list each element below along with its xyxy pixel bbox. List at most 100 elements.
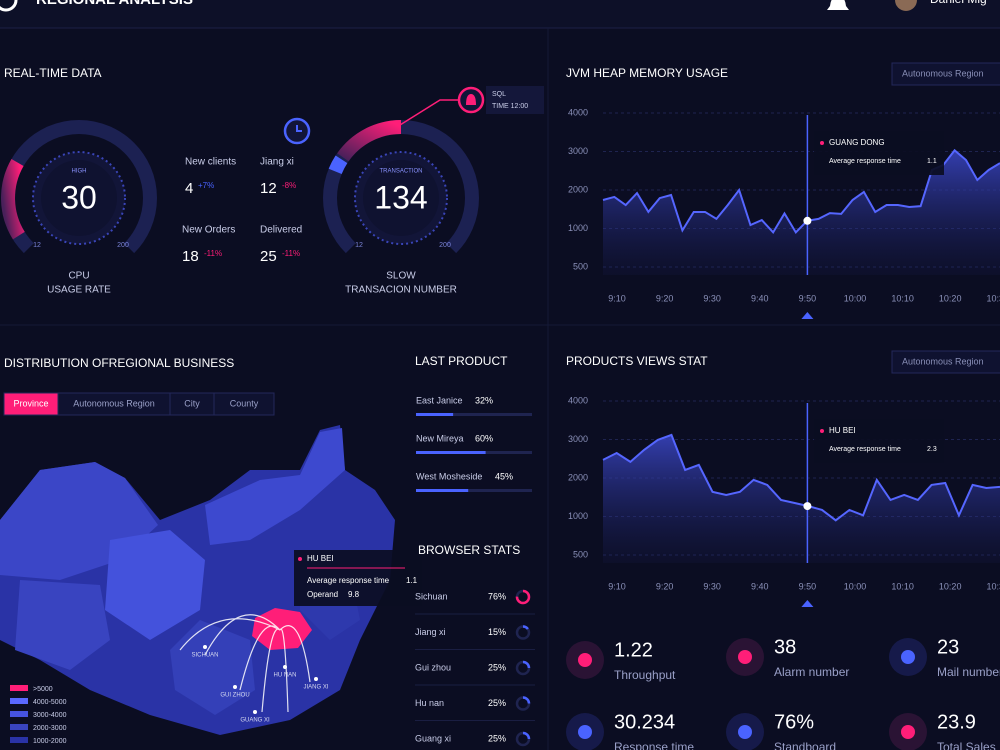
- gauge-sublabel: TRANSACION NUMBER: [345, 285, 457, 296]
- tooltip-label: Average response time: [307, 576, 390, 585]
- tab-label: County: [230, 398, 259, 408]
- tab-label: Province: [13, 398, 48, 408]
- gauge-sublabel: USAGE RATE: [47, 285, 111, 296]
- app-title: REGIONAL ANALYSIS: [36, 0, 193, 8]
- filter-dropdown[interactable]: [891, 62, 1000, 86]
- gauge-level: HIGH: [72, 169, 87, 175]
- legend-swatch: [10, 698, 28, 704]
- alert-line: [399, 99, 459, 126]
- product-name: East Janice: [416, 395, 463, 405]
- browser-name: Hu nan: [415, 698, 444, 708]
- stat-icon-glyph: [578, 653, 592, 667]
- x-tick-label: 9:50: [799, 293, 817, 303]
- alert-name: SQL: [492, 91, 506, 98]
- clock-hands: [296, 125, 302, 132]
- stat-label: Total Sales: [937, 740, 996, 750]
- tooltip-value: 2.3: [927, 446, 937, 453]
- gauge-highlight: [337, 120, 402, 162]
- x-tick-label: 9:30: [703, 581, 721, 591]
- gauge-accent: [328, 155, 348, 175]
- city-label: GUI ZHOU: [220, 693, 249, 699]
- stat-label: Alarm number: [774, 665, 849, 679]
- legend-label: 3000-4000: [33, 712, 67, 719]
- legend-swatch: [10, 724, 28, 730]
- city-dot: [233, 685, 237, 689]
- browser-value: 25%: [488, 662, 506, 672]
- section-title: LAST PRODUCT: [415, 354, 508, 368]
- stat-value: 4: [185, 180, 193, 197]
- filter-label: Autonomous Region: [902, 356, 984, 366]
- gauge-value: 30: [61, 179, 97, 215]
- tooltip-label: Average response time: [829, 158, 901, 165]
- stat-change: +7%: [198, 181, 214, 190]
- stat-value: 12: [260, 180, 277, 197]
- avatar[interactable]: [895, 0, 917, 11]
- gauge-value: 134: [374, 179, 427, 215]
- product-name: West Mosheside: [416, 471, 482, 481]
- tooltip: [814, 131, 944, 175]
- tooltip-label: Average response time: [829, 446, 901, 453]
- browser-value: 25%: [488, 698, 506, 708]
- line-area: [603, 150, 1000, 275]
- section-title: REAL-TIME DATA: [4, 66, 102, 80]
- line-series: [602, 433, 1000, 522]
- x-tick-label: 9:10: [608, 581, 626, 591]
- cursor-pointer: [801, 600, 814, 607]
- ring-value: [522, 625, 529, 630]
- x-tick-label: 10:10: [891, 581, 914, 591]
- y-tick-label: 1000: [568, 511, 588, 521]
- y-tick-label: 2000: [568, 472, 588, 482]
- product-value: 32%: [475, 395, 493, 405]
- x-tick-label: 9:40: [751, 581, 769, 591]
- map-region[interactable]: [105, 530, 205, 640]
- gauge-max: 200: [439, 242, 451, 249]
- logo: [0, 0, 18, 12]
- x-tick-label: 10:20: [939, 293, 962, 303]
- filter-label: Autonomous Region: [902, 68, 984, 78]
- stat-value: 18: [182, 248, 199, 265]
- legend-label: 2000-3000: [33, 725, 67, 732]
- bell-icon[interactable]: [827, 0, 849, 10]
- product-value: 45%: [495, 471, 513, 481]
- cursor-dot: [803, 216, 812, 225]
- stat-change: -11%: [204, 249, 222, 258]
- stat-value: 23: [937, 636, 959, 658]
- ring-value: [522, 731, 531, 740]
- stat-label: Standboard: [774, 740, 836, 750]
- filter-dropdown[interactable]: [891, 350, 1000, 374]
- tooltip-value: 1.1: [927, 158, 937, 165]
- section-title: PRODUCTS VIEWS STAT: [566, 354, 708, 368]
- stat-icon-glyph: [901, 725, 915, 739]
- section-title: DISTRIBUTION OFREGIONAL BUSINESS: [4, 356, 234, 370]
- tooltip-title: GUANG DONG: [829, 138, 885, 147]
- section-title: BROWSER STATS: [418, 543, 520, 557]
- x-tick-label: 10:20: [939, 581, 962, 591]
- ring-value: [522, 660, 531, 669]
- stat-label: Response time: [614, 740, 694, 750]
- cursor-dot: [803, 502, 812, 511]
- x-tick-label: 9:10: [608, 293, 626, 303]
- y-tick-label: 1000: [568, 223, 588, 233]
- browser-name: Guang xi: [415, 733, 451, 743]
- map-region[interactable]: [15, 580, 110, 670]
- city-dot: [314, 677, 318, 681]
- tooltip-label: Operand: [307, 590, 338, 599]
- stat-label: Mail number: [937, 665, 1000, 679]
- map-region-hubei[interactable]: [252, 608, 312, 650]
- alert-time: TIME 12:00: [492, 103, 528, 110]
- y-tick-label: 500: [573, 261, 588, 271]
- tooltip-value: 1.1: [406, 576, 418, 585]
- tab-label: Autonomous Region: [73, 398, 155, 408]
- tab[interactable]: [213, 392, 275, 416]
- map-region[interactable]: [170, 620, 255, 715]
- browser-name: Gui zhou: [415, 662, 451, 672]
- ring-value: [515, 589, 531, 605]
- gauge-label: SLOW: [386, 271, 416, 282]
- legend-swatch: [10, 711, 28, 717]
- map-region[interactable]: [205, 428, 345, 545]
- x-tick-label: 10:00: [844, 581, 867, 591]
- progress-bar: [416, 451, 486, 454]
- x-tick-label: 10:30: [987, 293, 1000, 303]
- user-name: Daniel Mig: [930, 0, 987, 6]
- x-tick-label: 9:20: [656, 581, 674, 591]
